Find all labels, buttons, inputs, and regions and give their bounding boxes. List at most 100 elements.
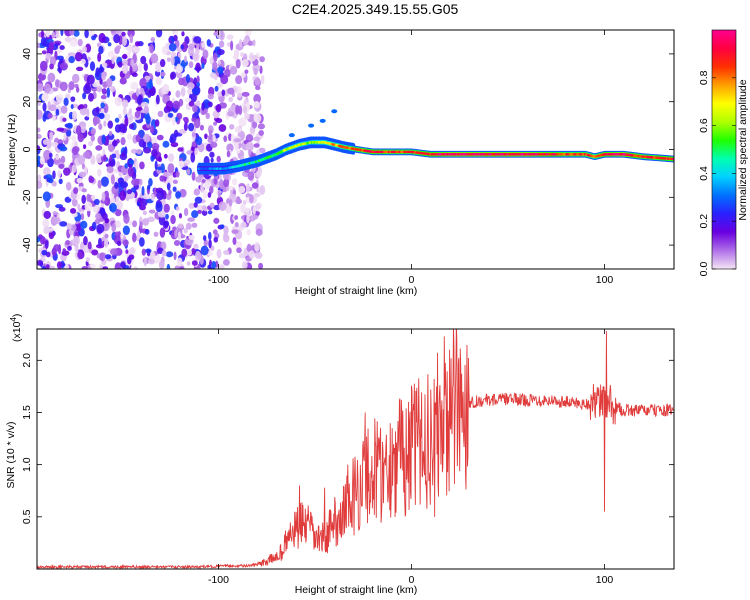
noise-speckle [52, 216, 61, 225]
noise-speckle [217, 190, 221, 198]
noise-speckle [57, 170, 62, 178]
noise-speckle [101, 212, 108, 220]
noise-speckle [253, 136, 261, 142]
spectrogram-ytick-label: -20 [21, 190, 33, 205]
noise-speckle [62, 248, 67, 253]
noise-speckle [39, 236, 46, 245]
noise-speckle [100, 108, 105, 113]
noise-speckle [107, 143, 115, 153]
noise-speckle [213, 236, 219, 243]
noise-speckle [238, 186, 246, 194]
noise-speckle [229, 124, 235, 130]
noise-speckle [147, 258, 156, 265]
snr-multiplier: (x104) [9, 314, 23, 342]
noise-speckle [130, 81, 139, 90]
noise-speckle [153, 231, 159, 237]
noise-speckle [238, 253, 246, 259]
noise-speckle [145, 81, 154, 89]
noise-speckle [43, 83, 51, 94]
noise-speckle [81, 194, 87, 205]
noise-speckle [42, 139, 49, 145]
noise-speckle [183, 122, 188, 131]
noise-speckle [259, 56, 265, 63]
snr-axes: -100 0 100 0.5 1.0 1.5 2.0 [21, 329, 674, 586]
noise-speckle [190, 152, 196, 163]
noise-speckle [246, 229, 251, 236]
noise-speckle [104, 233, 109, 239]
noise-speckle [223, 135, 227, 143]
noise-speckle [66, 223, 72, 230]
noise-speckle [231, 229, 239, 234]
colorbar-tick-label: 0.0 [698, 262, 710, 277]
noise-speckle [234, 221, 239, 228]
noise-speckle [136, 94, 143, 105]
noise-speckle [187, 248, 192, 256]
noise-speckle [132, 232, 137, 243]
noise-speckle [55, 30, 59, 36]
snr-ytick-label: 0.5 [21, 509, 33, 524]
noise-speckle [122, 35, 128, 46]
noise-speckle [252, 121, 258, 129]
noise-speckle [122, 64, 128, 75]
noise-speckle [128, 44, 132, 54]
noise-speckle [184, 55, 188, 63]
noise-speckle [88, 175, 94, 183]
noise-speckle [257, 123, 265, 130]
noise-speckle [255, 203, 260, 211]
noise-speckle [184, 238, 190, 246]
noise-speckle [74, 52, 83, 62]
noise-speckle [37, 83, 44, 92]
noise-speckle [90, 127, 96, 135]
noise-speckle [170, 56, 175, 66]
noise-speckle [69, 40, 78, 47]
noise-speckle [238, 117, 247, 127]
noise-speckle [217, 60, 221, 65]
noise-speckle [191, 86, 200, 96]
noise-speckle [100, 94, 107, 100]
noise-speckle [110, 85, 116, 93]
noise-speckle [67, 52, 76, 57]
noise-speckle [147, 185, 151, 190]
noise-speckle [206, 39, 211, 47]
noise-speckle [213, 52, 218, 62]
noise-speckle [129, 65, 133, 76]
noise-speckle [241, 59, 249, 67]
noise-speckle [93, 198, 100, 205]
noise-speckle [75, 125, 82, 136]
noise-speckle [237, 92, 242, 98]
snr-multiplier-base: (x10 [11, 321, 23, 342]
noise-speckle [139, 77, 147, 88]
noise-speckle [139, 221, 143, 229]
noise-speckle [150, 193, 155, 201]
noise-speckle [159, 227, 166, 238]
noise-speckle [168, 189, 172, 196]
noise-speckle [253, 113, 262, 123]
noise-speckle [141, 186, 145, 196]
noise-speckle [79, 125, 87, 133]
noise-speckle [154, 160, 158, 171]
noise-speckle [212, 61, 218, 71]
noise-speckle [223, 178, 230, 188]
noise-speckle [119, 77, 127, 85]
noise-speckle [64, 263, 70, 269]
noise-speckle [65, 240, 71, 246]
noise-speckle [53, 244, 60, 252]
noise-speckle [218, 201, 227, 212]
noise-speckle [47, 72, 56, 83]
noise-speckle [253, 93, 261, 104]
noise-speckle [181, 41, 188, 53]
noise-speckle [83, 245, 90, 254]
noise-speckle [161, 250, 167, 257]
noise-speckle [77, 154, 86, 165]
noise-speckle [230, 40, 234, 51]
snr-xtick-label: 100 [596, 574, 614, 586]
noise-speckle [51, 31, 56, 39]
noise-speckle [156, 134, 164, 141]
noise-speckle [112, 140, 118, 147]
noise-speckle [195, 100, 201, 108]
noise-speckle [191, 247, 196, 255]
noise-speckle [52, 210, 58, 216]
noise-speckle [165, 100, 174, 111]
noise-speckle [173, 251, 177, 261]
noise-speckle [151, 149, 158, 157]
